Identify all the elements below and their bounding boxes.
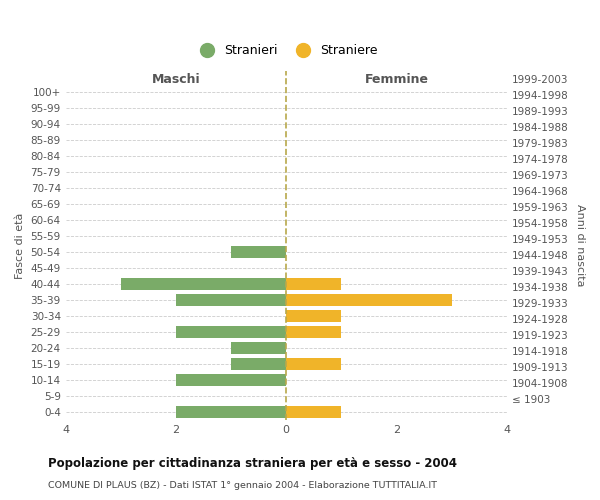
Bar bbox=[286, 294, 452, 306]
Bar bbox=[286, 310, 341, 322]
Bar bbox=[286, 278, 341, 290]
Bar bbox=[176, 374, 286, 386]
Y-axis label: Anni di nascita: Anni di nascita bbox=[575, 204, 585, 287]
Bar bbox=[286, 358, 341, 370]
Bar bbox=[176, 326, 286, 338]
Bar bbox=[176, 406, 286, 418]
Bar bbox=[231, 246, 286, 258]
Bar bbox=[231, 358, 286, 370]
Bar bbox=[286, 326, 341, 338]
Bar bbox=[286, 406, 341, 418]
Text: Maschi: Maschi bbox=[152, 72, 200, 86]
Bar bbox=[121, 278, 286, 290]
Bar bbox=[176, 294, 286, 306]
Y-axis label: Fasce di età: Fasce di età bbox=[15, 212, 25, 279]
Text: Popolazione per cittadinanza straniera per età e sesso - 2004: Popolazione per cittadinanza straniera p… bbox=[48, 458, 457, 470]
Text: Femmine: Femmine bbox=[364, 72, 428, 86]
Legend: Stranieri, Straniere: Stranieri, Straniere bbox=[190, 39, 383, 62]
Text: COMUNE DI PLAUS (BZ) - Dati ISTAT 1° gennaio 2004 - Elaborazione TUTTITALIA.IT: COMUNE DI PLAUS (BZ) - Dati ISTAT 1° gen… bbox=[48, 481, 437, 490]
Bar bbox=[231, 342, 286, 354]
